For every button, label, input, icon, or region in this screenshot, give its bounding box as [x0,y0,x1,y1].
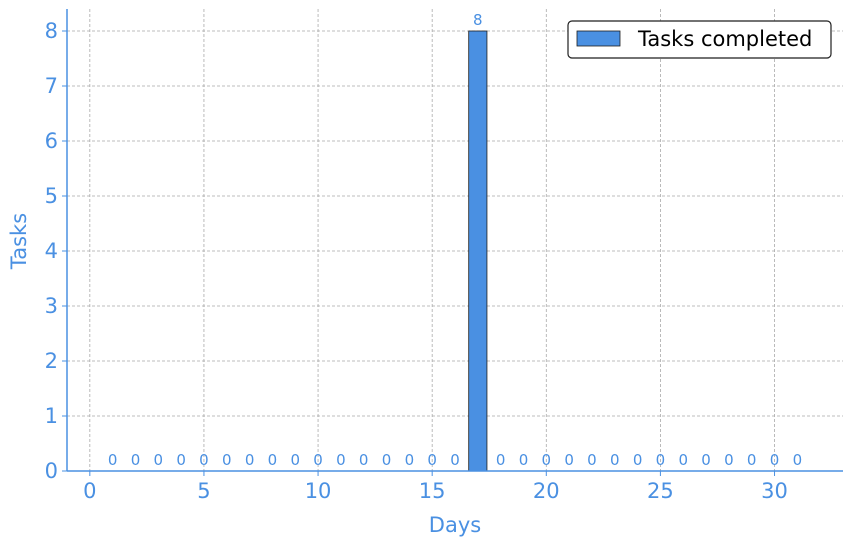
data-label: 0 [199,451,209,469]
x-tick-label: 0 [83,479,96,503]
y-tick-label: 2 [45,349,58,373]
y-tick-label: 6 [45,129,58,153]
data-label: 0 [108,451,118,469]
data-label: 0 [405,451,415,469]
legend: Tasks completed [567,20,832,59]
data-label: 0 [427,451,437,469]
data-label: 0 [313,451,323,469]
data-labels: 0 0 0 0 0 0 0 0 0 0 0 0 0 0 0 080 0 0 0 0 0 0 0 0 0 0 0 0 0 [108,11,802,469]
data-label: 0 [770,451,780,469]
data-label: 0 [245,451,255,469]
data-label: 0 [131,451,141,469]
data-label: 0 [268,451,278,469]
data-label: 0 [542,451,552,469]
bars [468,30,488,472]
data-label: 0 [359,451,369,469]
y-tick-label: 0 [45,459,58,483]
data-label: 0 [656,451,666,469]
data-label: 0 [587,451,597,469]
y-tick-label: 5 [45,184,58,208]
axes [66,9,843,472]
data-label: 0 [176,451,186,469]
data-label: 0 [496,451,506,469]
y-tick-label: 7 [45,74,58,98]
y-tick-label: 3 [45,294,58,318]
data-label: 0 [154,451,164,469]
data-label: 0 [633,451,643,469]
data-label: 0 [450,451,460,469]
data-label: 0 [793,451,803,469]
y-tick-label: 8 [45,19,58,43]
data-label: 0 [336,451,346,469]
x-axis-label: Days [429,513,481,537]
x-tick-label: 30 [761,479,788,503]
x-tick-label: 10 [305,479,332,503]
data-label: 8 [473,11,483,29]
y-tick-label: 4 [45,239,58,263]
data-label: 0 [747,451,757,469]
grid [67,9,843,472]
data-label: 0 [382,451,392,469]
y-axis-label: Tasks [7,213,31,270]
y-axis-ticks: 0 1 2 3 4 5 6 7 8 [45,19,67,483]
data-label: 0 [678,451,688,469]
legend-box [567,20,832,59]
legend-swatch [576,30,621,47]
data-label: 0 [701,451,711,469]
data-label: 0 [610,451,620,469]
y-tick-label: 1 [45,404,58,428]
legend-label: Tasks completed [637,27,812,51]
data-label: 0 [222,451,232,469]
data-label: 0 [724,451,734,469]
data-label: 0 [519,451,529,469]
x-tick-label: 20 [533,479,560,503]
x-axis-ticks: 0 5 10 15 20 25 30 [83,471,788,503]
bar [468,30,488,472]
data-label: 0 [564,451,574,469]
x-tick-label: 5 [197,479,210,503]
x-tick-label: 25 [647,479,674,503]
data-label: 0 [290,451,300,469]
x-tick-label: 15 [419,479,446,503]
